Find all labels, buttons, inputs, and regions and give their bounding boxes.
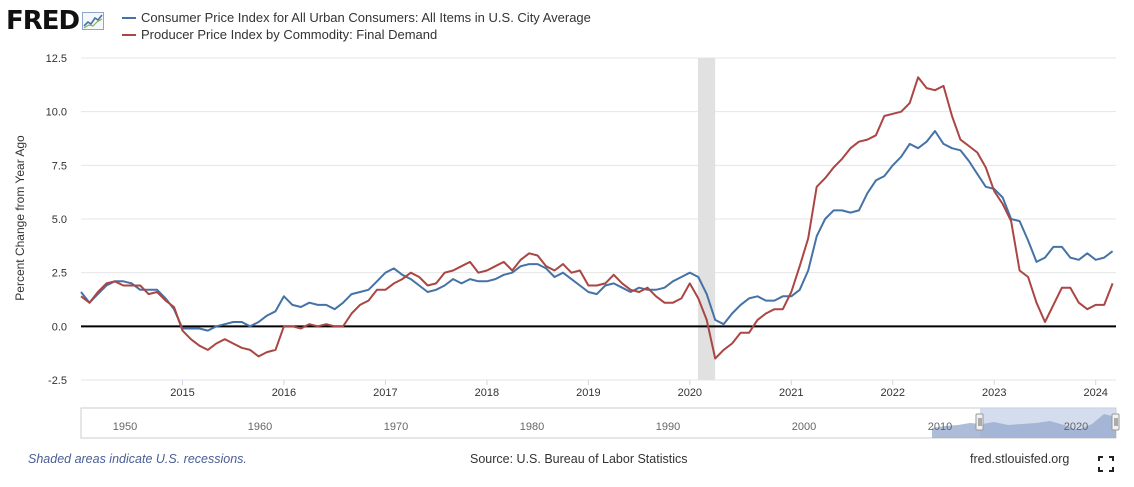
grid-lines bbox=[81, 57, 1116, 381]
navigator-ticks: 1950 1960 1970 1980 1990 2000 2010 2020 bbox=[113, 421, 1088, 433]
y-tick-label: 0.0 bbox=[52, 321, 67, 333]
x-tick-label: 2021 bbox=[779, 387, 803, 399]
y-tick-label: 5.0 bbox=[52, 214, 67, 226]
navigator-tick-label: 2020 bbox=[1064, 421, 1088, 433]
recession-note: Shaded areas indicate U.S. recessions. bbox=[28, 452, 247, 466]
series-lines bbox=[80, 76, 1114, 360]
legend-item-ppi[interactable]: Producer Price Index by Commodity: Final… bbox=[122, 27, 437, 42]
x-tick-label: 2018 bbox=[475, 387, 499, 399]
navigator-tick-label: 1970 bbox=[384, 421, 408, 433]
navigator-handle-left[interactable] bbox=[975, 413, 984, 431]
y-tick-label: 2.5 bbox=[52, 268, 67, 280]
navigator-tick-label: 1990 bbox=[656, 421, 680, 433]
x-tick-label: 2019 bbox=[576, 387, 600, 399]
legend-item-cpi[interactable]: Consumer Price Index for All Urban Consu… bbox=[122, 10, 591, 25]
x-tick-label: 2020 bbox=[678, 387, 702, 399]
navigator-tick-label: 1960 bbox=[248, 421, 272, 433]
fred-logo-text: FRED bbox=[6, 6, 80, 36]
x-axis-ticks: 2015 2016 2017 2018 2019 2020 2021 2022 2023 2024 bbox=[170, 380, 1108, 399]
fred-logo-graph-icon bbox=[82, 12, 105, 30]
recession-band bbox=[697, 58, 716, 380]
fred-logo[interactable]: FRED bbox=[6, 6, 105, 36]
x-tick-label: 2023 bbox=[982, 387, 1006, 399]
navigator-tick-label: 1950 bbox=[113, 421, 137, 433]
x-tick-label: 2017 bbox=[373, 387, 397, 399]
recession-shading bbox=[697, 58, 716, 380]
navigator-tick-label: 2000 bbox=[792, 421, 816, 433]
y-axis-label: Percent Change from Year Ago bbox=[13, 135, 27, 301]
x-tick-label: 2016 bbox=[272, 387, 296, 399]
y-tick-label: 12.5 bbox=[46, 53, 67, 65]
series-line-ppi[interactable] bbox=[80, 76, 1114, 360]
site-link[interactable]: fred.stlouisfed.org bbox=[970, 452, 1070, 466]
y-tick-label: 7.5 bbox=[52, 160, 67, 172]
navigator-series-area bbox=[932, 414, 1116, 438]
x-tick-label: 2024 bbox=[1083, 387, 1107, 399]
y-tick-label: -2.5 bbox=[48, 375, 67, 387]
x-tick-label: 2015 bbox=[170, 387, 194, 399]
source-text: Source: U.S. Bureau of Labor Statistics bbox=[470, 452, 688, 466]
legend-label-ppi: Producer Price Index by Commodity: Final… bbox=[141, 27, 438, 42]
y-axis-ticks: 12.5 10.0 7.5 5.0 2.5 0.0 -2.5 bbox=[46, 53, 67, 387]
y-tick-label: 10.0 bbox=[46, 107, 67, 119]
legend-label-cpi: Consumer Price Index for All Urban Consu… bbox=[141, 10, 591, 25]
legend-swatch-cpi bbox=[122, 16, 136, 19]
fullscreen-icon[interactable] bbox=[1098, 456, 1114, 472]
navigator-tick-label: 1980 bbox=[520, 421, 544, 433]
navigator-handle-right[interactable] bbox=[1111, 413, 1120, 431]
navigator-tick-label: 2010 bbox=[928, 421, 952, 433]
range-navigator[interactable]: 1950 1960 1970 1980 1990 2000 2010 2020 bbox=[80, 407, 1120, 439]
series-line-cpi[interactable] bbox=[80, 130, 1114, 332]
legend-swatch-ppi bbox=[122, 33, 136, 36]
x-tick-label: 2022 bbox=[881, 387, 905, 399]
